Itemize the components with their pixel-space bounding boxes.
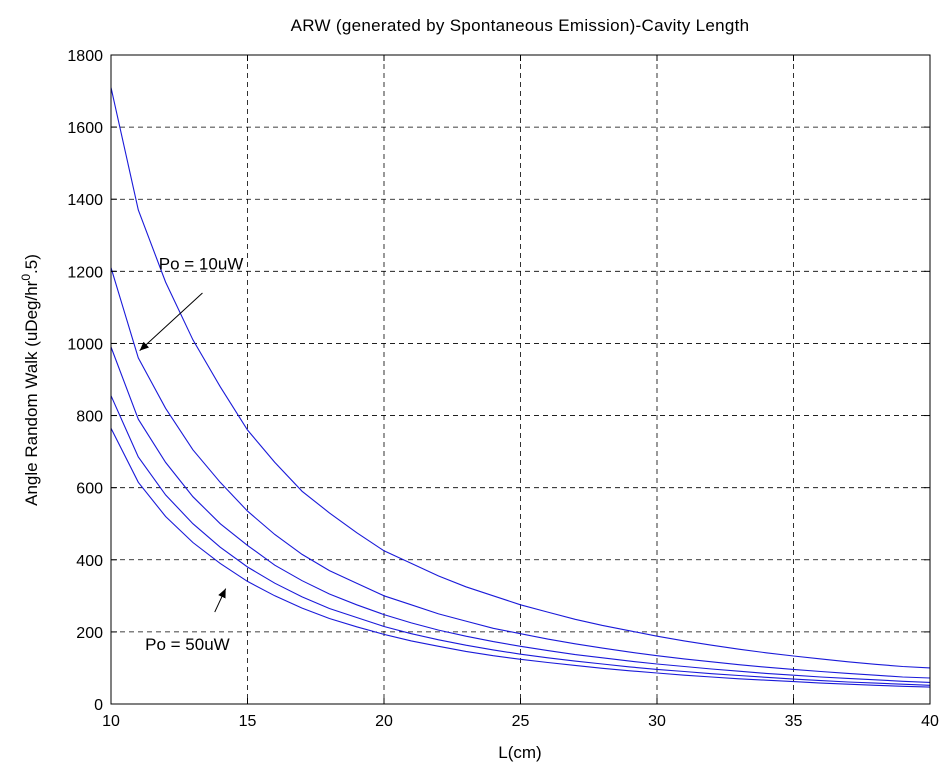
annotation-label-2: Po = 50uW xyxy=(145,635,230,654)
x-tick-label: 20 xyxy=(375,713,393,730)
x-tick-label: 35 xyxy=(785,713,803,730)
series-line-1 xyxy=(110,87,931,669)
y-tick-label: 0 xyxy=(94,697,103,714)
annotation-arrow-1 xyxy=(139,292,203,352)
x-tick-label: 25 xyxy=(512,713,530,730)
x-axis-ticks: 10 15 20 25 30 35 40 xyxy=(102,55,939,730)
series-line-5 xyxy=(110,427,931,688)
y-tick-label: 1800 xyxy=(67,48,103,65)
y-tick-label: 800 xyxy=(76,409,103,426)
chart-title: ARW (generated by Spontaneous Emission)-… xyxy=(291,16,750,35)
y-tick-label: 1400 xyxy=(67,192,103,209)
x-tick-label: 10 xyxy=(102,713,120,730)
y-tick-label: 1000 xyxy=(67,336,103,353)
y-tick-label: 1200 xyxy=(67,264,103,281)
y-tick-label: 200 xyxy=(76,625,103,642)
series-group xyxy=(110,87,931,688)
series-line-2 xyxy=(110,267,931,679)
y-tick-label: 600 xyxy=(76,481,103,498)
x-tick-label: 30 xyxy=(648,713,666,730)
y-axis-ticks: 0 200 400 600 800 1000 1200 1400 1600 1800 xyxy=(67,48,930,714)
annotation-label-1: Po = 10uW xyxy=(159,255,244,274)
annotation-arrow-2 xyxy=(214,588,227,613)
annotations: Po = 10uW Po = 50uW xyxy=(139,255,244,654)
grid-lines xyxy=(111,55,930,704)
y-axis-label-base: Angle Random Walk (uDeg/hr xyxy=(22,280,41,506)
y-axis-label-tail: .5) xyxy=(22,254,41,274)
x-tick-label: 15 xyxy=(239,713,257,730)
series-line-3 xyxy=(110,346,931,683)
y-tick-label: 1600 xyxy=(67,120,103,137)
y-tick-label: 400 xyxy=(76,553,103,570)
x-tick-label: 40 xyxy=(921,713,939,730)
y-axis-label-superscript: 0 xyxy=(19,274,33,281)
x-axis-label: L(cm) xyxy=(498,743,541,762)
series-line-4 xyxy=(110,395,931,686)
y-axis-label: Angle Random Walk (uDeg/hr0.5) xyxy=(19,254,41,506)
